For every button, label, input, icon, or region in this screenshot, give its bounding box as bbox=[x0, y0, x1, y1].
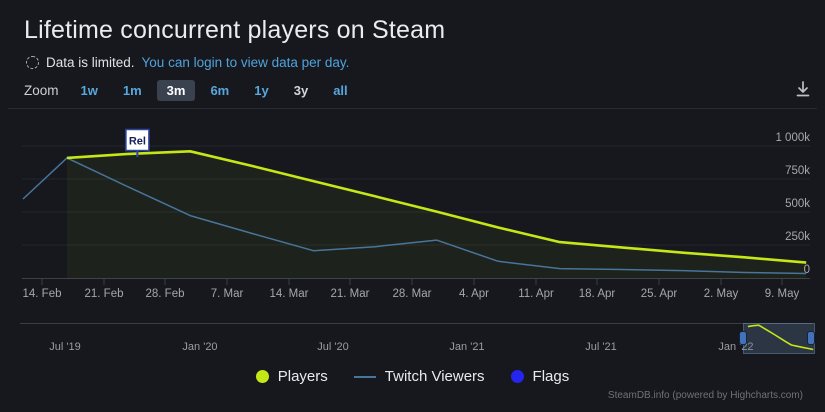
y-axis-label: 1 000k bbox=[775, 132, 810, 144]
navigator-preview bbox=[747, 324, 814, 351]
download-icon[interactable] bbox=[793, 79, 813, 99]
zoom-button-all[interactable]: all bbox=[333, 82, 348, 98]
zoom-label: Zoom bbox=[24, 82, 59, 98]
x-axis-label: 14. Mar bbox=[269, 288, 309, 300]
navigator-handle-right[interactable] bbox=[807, 331, 815, 345]
x-axis-label: 9. May bbox=[764, 288, 800, 300]
limited-data-icon bbox=[26, 56, 39, 69]
twitch-series bbox=[22, 157, 807, 275]
release-flag[interactable]: Rel bbox=[125, 128, 150, 158]
navigator-track[interactable] bbox=[20, 323, 812, 354]
y-axis-label: 500k bbox=[785, 198, 810, 210]
zoom-controls: Zoom 1w 1m 3m 6m 1y 3y all bbox=[24, 79, 363, 101]
chart-legend: Players Twitch Viewers Flags bbox=[0, 368, 825, 385]
x-axis-label: 14. Feb bbox=[22, 288, 62, 300]
flags-marker-icon bbox=[510, 370, 524, 383]
legend-players-label: Players bbox=[277, 368, 328, 385]
zoom-button-3y[interactable]: 3y bbox=[293, 82, 309, 98]
zoom-button-3m[interactable]: 3m bbox=[156, 79, 196, 101]
zoom-button-1y[interactable]: 1y bbox=[254, 82, 269, 98]
login-link[interactable]: You can login to view data per day. bbox=[141, 55, 350, 70]
x-axis-label: 7. Mar bbox=[210, 288, 244, 300]
x-axis-label: 21. Mar bbox=[330, 288, 370, 300]
x-axis-label: 2. May bbox=[703, 288, 739, 300]
y-axis-label: 250k bbox=[785, 231, 810, 243]
navigator-label: Jul '20 bbox=[317, 341, 349, 353]
navigator-axis-line bbox=[20, 323, 812, 324]
y-axis-label: 0 bbox=[803, 264, 810, 276]
x-axis-label: 28. Mar bbox=[392, 288, 432, 300]
data-limited-notice: Data is limited. You can login to view d… bbox=[26, 55, 349, 70]
x-axis-label: 18. Apr bbox=[578, 288, 616, 300]
navigator-label: Jul '21 bbox=[585, 341, 617, 353]
twitch-line-marker-icon bbox=[353, 375, 376, 378]
navigator-label: Jan '20 bbox=[182, 341, 218, 353]
y-axis-label: 750k bbox=[785, 165, 810, 177]
x-axis-label: 21. Feb bbox=[84, 288, 124, 300]
release-flag-box bbox=[125, 128, 150, 152]
navigator-series-preview bbox=[747, 324, 814, 351]
chart-plot-area[interactable]: Rel bbox=[0, 110, 825, 312]
navigator-label: Jan '21 bbox=[449, 341, 485, 353]
x-axis-label: 4. Apr bbox=[458, 288, 490, 300]
zoom-button-6m[interactable]: 6m bbox=[210, 82, 230, 98]
legend-item-twitch-viewers[interactable]: Twitch Viewers bbox=[353, 368, 485, 385]
gridlines bbox=[22, 145, 810, 246]
players-marker-icon bbox=[255, 370, 269, 383]
release-flag-label: Rel bbox=[129, 136, 146, 148]
navigator-handle-left[interactable] bbox=[739, 331, 747, 345]
page-title: Lifetime concurrent players on Steam bbox=[24, 16, 446, 44]
header-divider bbox=[8, 108, 817, 109]
x-axis-label: 25. Apr bbox=[640, 288, 678, 300]
legend-flags-label: Flags bbox=[532, 368, 570, 385]
zoom-button-1m[interactable]: 1m bbox=[122, 82, 142, 98]
x-axis-label: 11. Apr bbox=[518, 288, 554, 300]
players-series bbox=[66, 150, 807, 264]
navigator-label: Jul '19 bbox=[49, 341, 81, 353]
legend-item-flags[interactable]: Flags bbox=[510, 368, 570, 385]
x-axis-tick-marks bbox=[41, 279, 783, 285]
zoom-button-1w[interactable]: 1w bbox=[80, 82, 98, 98]
x-axis-label: 28. Feb bbox=[145, 288, 185, 300]
footer-credit-link[interactable]: SteamDB.info (powered by Highcharts.com) bbox=[607, 390, 803, 401]
limited-data-text: Data is limited. bbox=[46, 55, 135, 70]
legend-twitch-label: Twitch Viewers bbox=[384, 368, 485, 385]
players-area-fill bbox=[67, 151, 807, 279]
legend-item-players[interactable]: Players bbox=[255, 368, 328, 385]
